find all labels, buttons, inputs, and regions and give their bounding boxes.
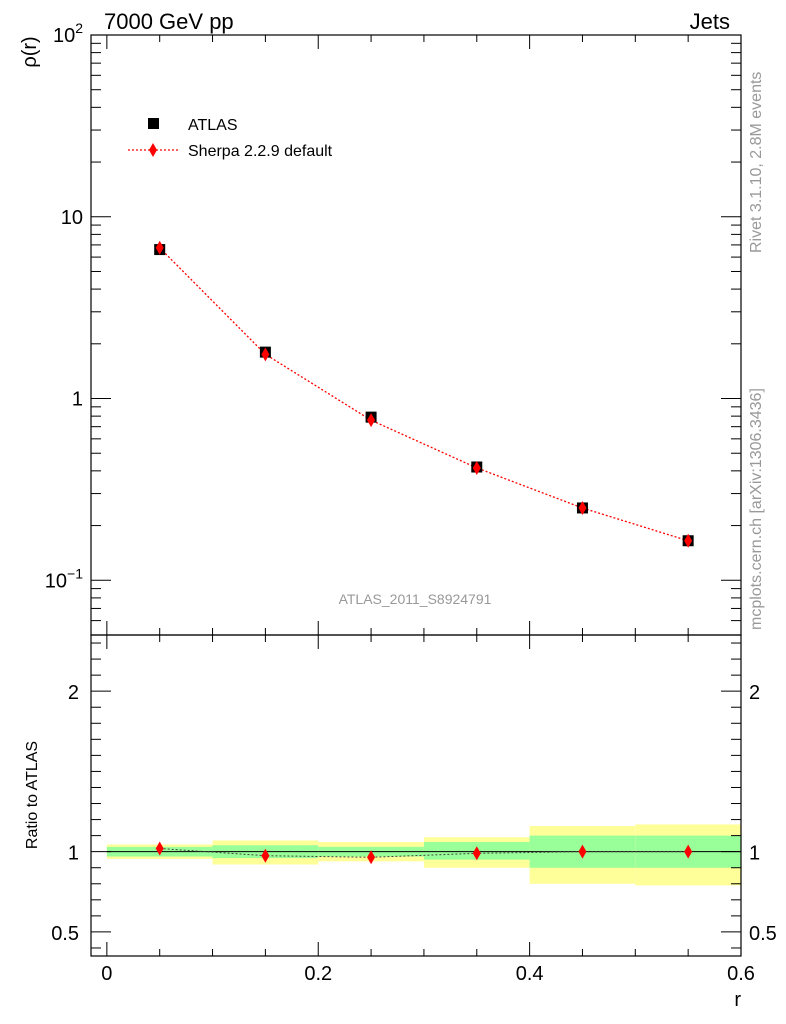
sherpa-point [684, 533, 693, 548]
plot-title-left: 7000 GeV pp [104, 9, 234, 34]
main-y-tick-label: 102 [53, 20, 83, 47]
main-y-tick-label: 1 [72, 389, 83, 411]
ratio-sherpa-point [684, 844, 693, 859]
plot-title-right: Jets [690, 9, 730, 34]
x-tick-label: 0.4 [516, 963, 544, 985]
ratio-panel: 0.5 0.5 1 1 2 2 0 0.2 0.4 0.6 Ratio to ATLAS r [24, 634, 777, 1011]
sherpa-point [367, 413, 376, 428]
sherpa-point [578, 500, 587, 515]
sherpa-point [155, 240, 164, 255]
legend-atlas-marker [148, 118, 159, 129]
ratio-sherpa-point [472, 846, 481, 861]
ratio-sherpa-point [155, 841, 164, 856]
ratio-y-tick-label-left: 0.5 [51, 923, 79, 945]
source-label: mcplots.cern.ch [arXiv:1306.3436] [748, 388, 765, 630]
ratio-y-tick-label-left: 2 [68, 682, 79, 704]
x-tick-label: 0.2 [304, 963, 332, 985]
x-tick-label: 0.6 [727, 963, 755, 985]
ratio-frame [90, 634, 742, 957]
ratio-y-tick-label-right: 0.5 [749, 923, 777, 945]
legend-sherpa-marker [149, 143, 157, 157]
ratio-y-axis-label: Ratio to ATLAS [24, 741, 41, 849]
rivet-version-label: Rivet 3.1.10, 2.8M events [748, 72, 765, 253]
main-panel: 10−1 1 10 102 ATLAS_2011_S8924791 ρ(r) [19, 20, 742, 636]
main-y-axis-label: ρ(r) [19, 36, 41, 67]
ratio-sherpa-point [578, 844, 587, 859]
legend-atlas-label: ATLAS [188, 117, 238, 134]
x-axis-label: r [734, 989, 741, 1011]
legend-sherpa-label: Sherpa 2.2.9 default [188, 143, 333, 160]
x-tick-label: 0 [101, 963, 112, 985]
legend: ATLAS Sherpa 2.2.9 default [128, 117, 333, 160]
sherpa-point [472, 460, 481, 475]
ratio-sherpa-point [367, 850, 376, 865]
analysis-label: ATLAS_2011_S8924791 [339, 591, 492, 607]
sherpa-point [261, 347, 270, 362]
sherpa-line [159, 247, 689, 542]
ratio-y-tick-label-left: 1 [68, 843, 79, 865]
main-y-tick-label: 10 [61, 207, 83, 229]
ratio-sherpa-line [159, 848, 689, 858]
ratio-y-tick-label-right: 1 [749, 843, 760, 865]
ratio-y-tick-label-right: 2 [749, 682, 760, 704]
main-y-tick-label: 10−1 [45, 565, 83, 592]
ratio-sherpa-point [261, 848, 270, 863]
